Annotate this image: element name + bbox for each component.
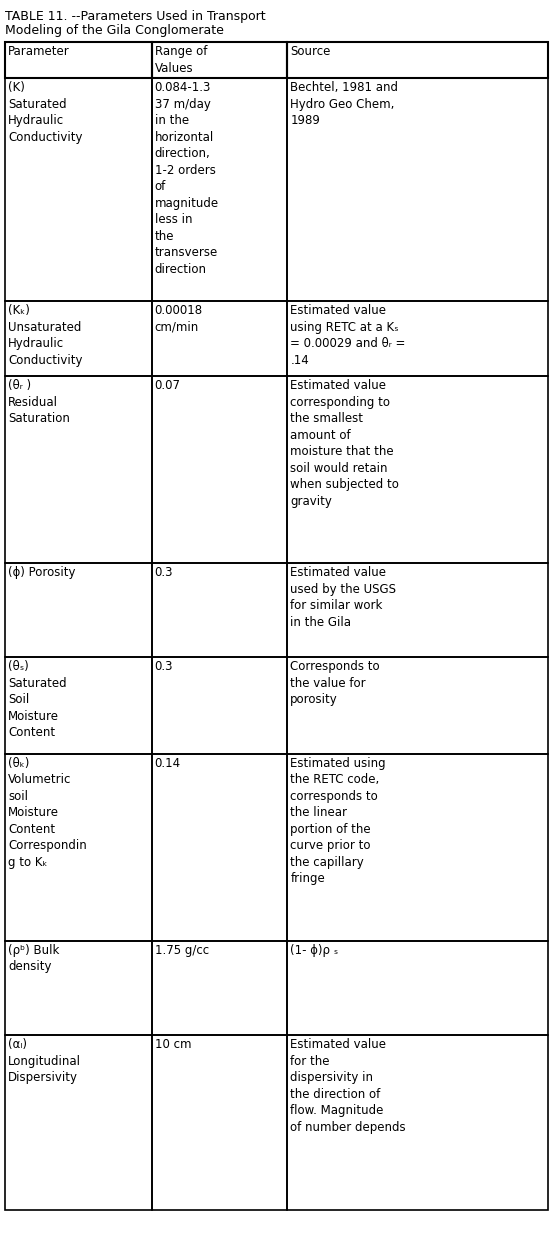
Bar — [288, 657, 548, 754]
Text: (θₛ)
Saturated
Soil
Moisture
Content: (θₛ) Saturated Soil Moisture Content — [8, 660, 66, 739]
Bar — [5, 563, 152, 657]
Bar — [152, 78, 288, 301]
Text: Estimated value
for the
dispersivity in
the direction of
flow. Magnitude
of numb: Estimated value for the dispersivity in … — [290, 1037, 406, 1134]
Bar — [5, 941, 152, 1035]
Bar — [152, 376, 288, 563]
Bar — [152, 941, 288, 1035]
Bar — [152, 301, 288, 376]
Text: Estimated value
used by the USGS
for similar work
in the Gila: Estimated value used by the USGS for sim… — [290, 566, 397, 629]
Bar — [5, 754, 152, 941]
Text: 0.14: 0.14 — [155, 756, 181, 770]
Bar — [288, 376, 548, 563]
Text: Modeling of the Gila Conglomerate: Modeling of the Gila Conglomerate — [5, 24, 224, 37]
Text: (Kₖ)
Unsaturated
Hydraulic
Conductivity: (Kₖ) Unsaturated Hydraulic Conductivity — [8, 305, 82, 366]
Bar — [5, 301, 152, 376]
Text: (θₖ)
Volumetric
soil
Moisture
Content
Correspondin
g to Kₖ: (θₖ) Volumetric soil Moisture Content Co… — [8, 756, 87, 869]
Text: (K)
Saturated
Hydraulic
Conductivity: (K) Saturated Hydraulic Conductivity — [8, 82, 82, 144]
Bar — [5, 78, 152, 301]
Text: Estimated using
the RETC code,
corresponds to
the linear
portion of the
curve pr: Estimated using the RETC code, correspon… — [290, 756, 386, 885]
Text: 0.07: 0.07 — [155, 379, 181, 392]
Text: (αₗ)
Longitudinal
Dispersivity: (αₗ) Longitudinal Dispersivity — [8, 1037, 81, 1084]
Text: Source: Source — [290, 45, 331, 58]
Bar — [288, 754, 548, 941]
Text: (1- ϕ)ρ ₛ: (1- ϕ)ρ ₛ — [290, 943, 338, 957]
Bar — [288, 78, 548, 301]
Bar — [288, 563, 548, 657]
Text: Corresponds to
the value for
porosity: Corresponds to the value for porosity — [290, 660, 380, 707]
Bar — [152, 754, 288, 941]
Bar — [288, 301, 548, 376]
Bar — [288, 941, 548, 1035]
Text: (θᵣ )
Residual
Saturation: (θᵣ ) Residual Saturation — [8, 379, 70, 425]
Text: (ρᵇ) Bulk
density: (ρᵇ) Bulk density — [8, 943, 59, 973]
Bar — [5, 42, 152, 78]
Bar — [152, 657, 288, 754]
Bar — [5, 657, 152, 754]
Bar — [5, 1035, 152, 1210]
Bar — [152, 1035, 288, 1210]
Text: Estimated value
corresponding to
the smallest
amount of
moisture that the
soil w: Estimated value corresponding to the sma… — [290, 379, 399, 508]
Text: 0.00018
cm/min: 0.00018 cm/min — [155, 305, 203, 334]
Bar — [5, 376, 152, 563]
Bar — [152, 42, 288, 78]
Text: TABLE 11. --Parameters Used in Transport: TABLE 11. --Parameters Used in Transport — [5, 10, 265, 24]
Bar — [288, 42, 548, 78]
Bar — [152, 563, 288, 657]
Text: 0.084-1.3
37 m/day
in the
horizontal
direction,
1-2 orders
of
magnitude
less in
: 0.084-1.3 37 m/day in the horizontal dir… — [155, 82, 219, 276]
Text: Bechtel, 1981 and
Hydro Geo Chem,
1989: Bechtel, 1981 and Hydro Geo Chem, 1989 — [290, 82, 398, 128]
Text: Range of
Values: Range of Values — [155, 45, 207, 74]
Text: 0.3: 0.3 — [155, 566, 173, 579]
Text: 0.3: 0.3 — [155, 660, 173, 673]
Text: 10 cm: 10 cm — [155, 1037, 191, 1051]
Bar — [288, 1035, 548, 1210]
Text: Parameter: Parameter — [8, 45, 70, 58]
Text: Estimated value
using RETC at a Kₛ
= 0.00029 and θᵣ =
.14: Estimated value using RETC at a Kₛ = 0.0… — [290, 305, 406, 366]
Text: (ϕ) Porosity: (ϕ) Porosity — [8, 566, 76, 579]
Text: 1.75 g/cc: 1.75 g/cc — [155, 943, 208, 957]
